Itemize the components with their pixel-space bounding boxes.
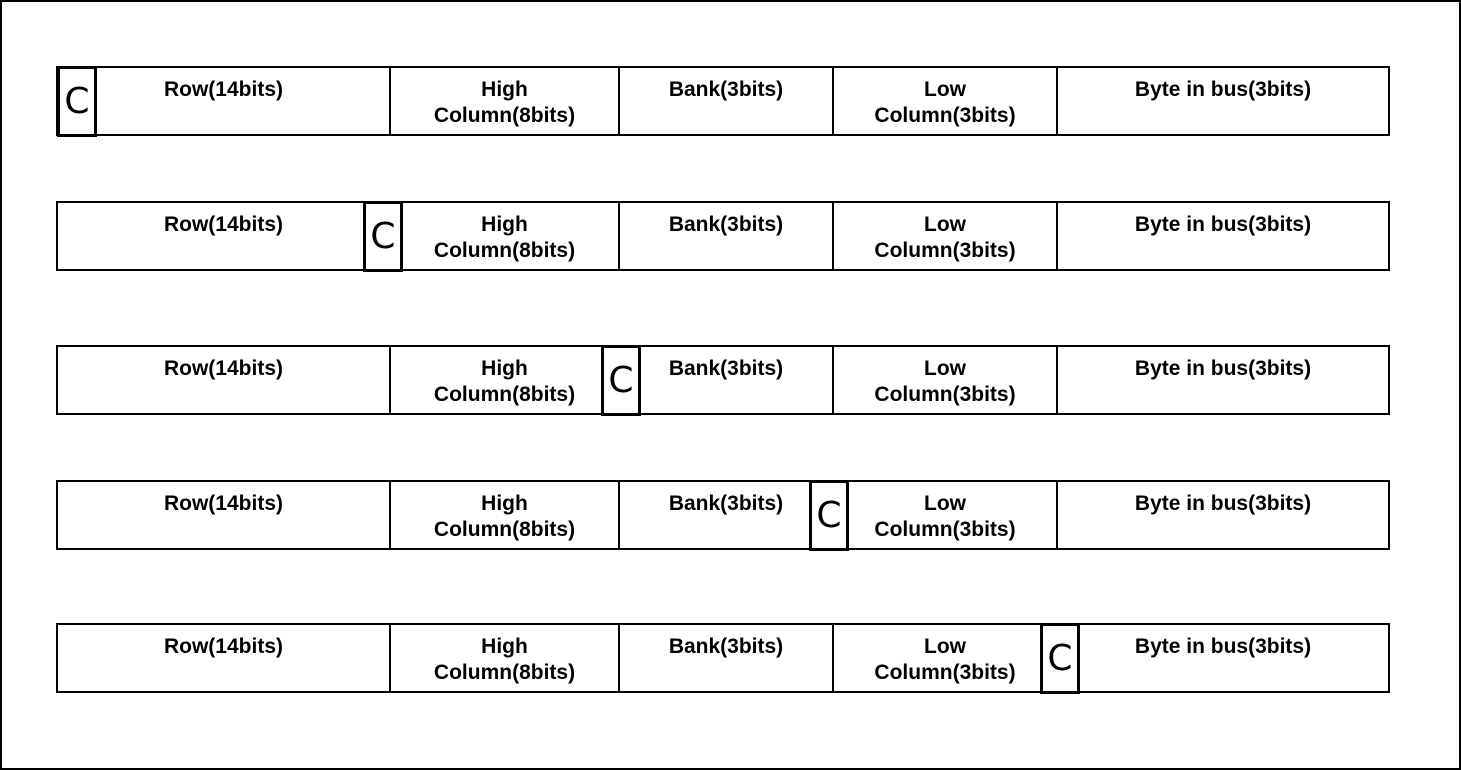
c-marker: C — [57, 66, 97, 137]
field-bank: Bank(3bits) — [620, 347, 834, 413]
field-low-column: Low Column(3bits) — [834, 625, 1058, 691]
field-bank: Bank(3bits) — [620, 625, 834, 691]
address-layout-2: Row(14bits) High Column(8bits) Bank(3bit… — [56, 201, 1390, 271]
field-high-column: High Column(8bits) — [391, 68, 620, 134]
field-high-column: High Column(8bits) — [391, 347, 620, 413]
field-row: Row(14bits) — [58, 203, 391, 269]
field-low-column: Low Column(3bits) — [834, 203, 1058, 269]
c-marker: C — [809, 480, 849, 551]
field-row: Row(14bits) — [58, 482, 391, 548]
field-bank: Bank(3bits) — [620, 68, 834, 134]
field-high-column: High Column(8bits) — [391, 625, 620, 691]
field-low-column: Low Column(3bits) — [834, 68, 1058, 134]
field-row: Row(14bits) — [58, 347, 391, 413]
c-marker: C — [1040, 623, 1080, 694]
address-layout-3: Row(14bits) High Column(8bits) Bank(3bit… — [56, 345, 1390, 415]
field-byte-in-bus: Byte in bus(3bits) — [1134, 635, 1312, 658]
address-layout-5: Row(14bits) High Column(8bits) Bank(3bit… — [56, 623, 1390, 693]
field-high-column: High Column(8bits) — [391, 203, 620, 269]
field-bank: Bank(3bits) — [620, 203, 834, 269]
field-low-column: Low Column(3bits) — [834, 482, 1058, 548]
field-row: Row(14bits) — [58, 625, 391, 691]
address-layout-4: Row(14bits) High Column(8bits) Bank(3bit… — [56, 480, 1390, 550]
field-byte-in-bus: Byte in bus(3bits) — [1134, 213, 1312, 236]
field-bank: Bank(3bits) — [620, 482, 834, 548]
field-byte-in-bus: Byte in bus(3bits) — [1134, 492, 1312, 515]
c-marker: C — [601, 345, 641, 416]
field-byte-in-bus: Byte in bus(3bits) — [1134, 78, 1312, 101]
field-row: Row(14bits) — [58, 68, 391, 134]
field-byte-in-bus: Byte in bus(3bits) — [1134, 357, 1312, 380]
address-layout-1: Row(14bits) High Column(8bits) Bank(3bit… — [56, 66, 1390, 136]
field-high-column: High Column(8bits) — [391, 482, 620, 548]
c-marker: C — [363, 201, 403, 272]
field-low-column: Low Column(3bits) — [834, 347, 1058, 413]
